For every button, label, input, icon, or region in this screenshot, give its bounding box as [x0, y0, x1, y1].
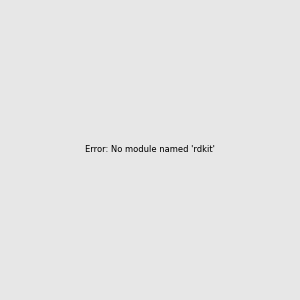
Text: Error: No module named 'rdkit': Error: No module named 'rdkit' — [85, 146, 215, 154]
